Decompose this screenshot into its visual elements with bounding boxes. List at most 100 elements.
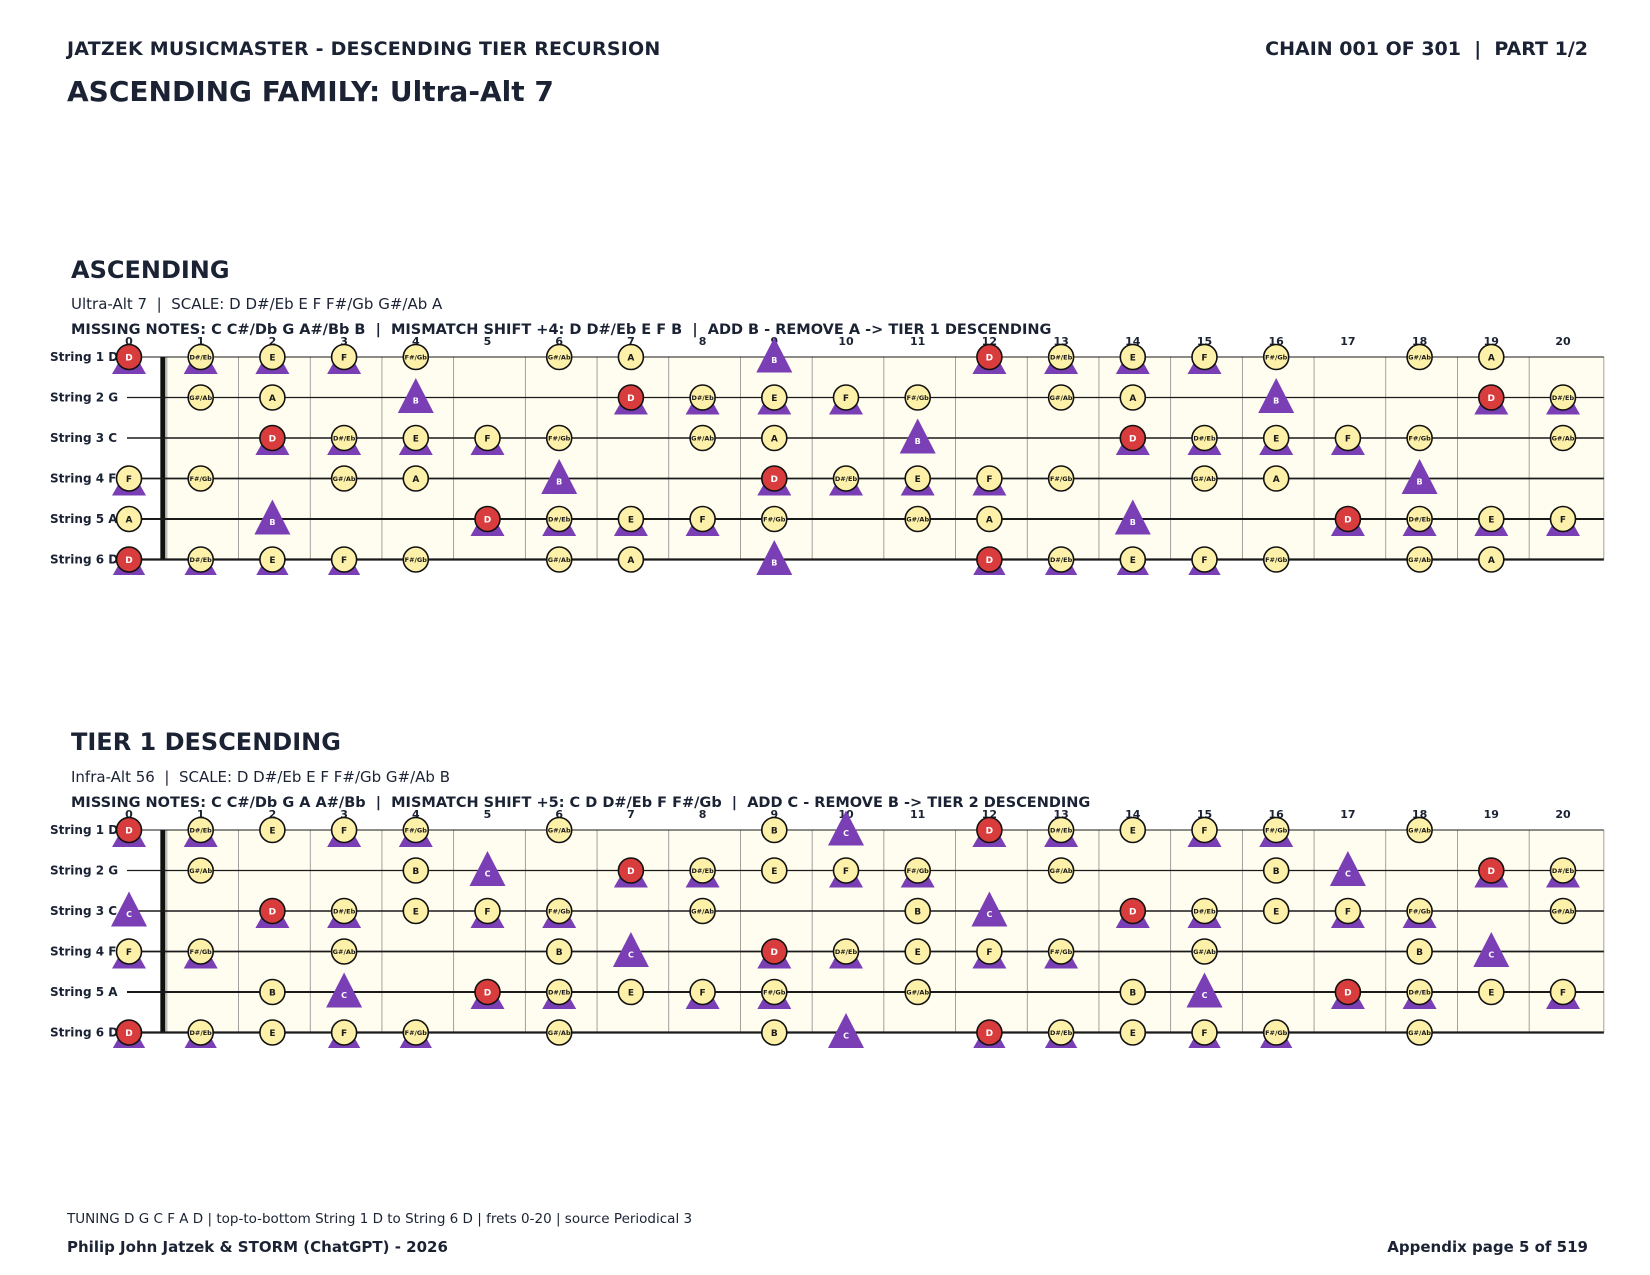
note-marker xyxy=(760,384,788,411)
root-note-marker xyxy=(1119,424,1147,452)
note-label: F xyxy=(1345,435,1351,445)
note-label: F xyxy=(126,948,132,958)
note-marker xyxy=(1191,897,1218,925)
note-marker xyxy=(474,424,501,452)
note-label: G#/Ab xyxy=(691,435,714,443)
note-label: F xyxy=(341,827,347,837)
root-note-marker xyxy=(976,546,1003,573)
note-label: D xyxy=(269,435,276,445)
note-marker xyxy=(115,505,143,533)
note-label: B xyxy=(771,827,778,837)
note-label: D xyxy=(1344,989,1351,999)
note-label: E xyxy=(771,867,777,877)
note-marker xyxy=(187,465,214,492)
fret-number: 6 xyxy=(555,808,563,821)
note-label: F xyxy=(484,435,490,445)
note-label: F xyxy=(126,475,132,485)
fret-number: 4 xyxy=(412,335,420,348)
note-label: E xyxy=(269,1029,275,1039)
section-scale: Infra-Alt 56 | SCALE: D D#/Eb E F F#/Gb … xyxy=(71,768,451,786)
note-label: F#/Gb xyxy=(405,827,428,835)
note-label: D xyxy=(986,1029,993,1039)
string-label: String 3 C xyxy=(50,431,117,445)
note-marker xyxy=(1406,505,1433,533)
fret-number: 5 xyxy=(484,808,492,821)
note-label: G#/Ab xyxy=(548,827,571,835)
note-label: G#/Ab xyxy=(1193,475,1216,483)
note-label: F xyxy=(986,475,992,485)
root-note-marker xyxy=(115,343,143,371)
note-label: E xyxy=(1488,516,1494,526)
section-scale: Ultra-Alt 7 | SCALE: D D#/Eb E F F#/Gb G… xyxy=(71,295,443,313)
root-note-marker xyxy=(760,465,788,492)
note-label: B xyxy=(1416,948,1423,958)
note-label: E xyxy=(269,556,275,566)
string-label: String 4 F xyxy=(50,472,116,486)
note-label: F#/Gb xyxy=(763,989,786,997)
note-marker xyxy=(1047,816,1075,844)
note-label: D#/Eb xyxy=(1408,516,1431,524)
note-label: G#/Ab xyxy=(1050,394,1073,402)
note-marker xyxy=(1047,857,1075,884)
note-label: D#/Eb xyxy=(1552,867,1575,875)
note-label: G#/Ab xyxy=(1050,867,1073,875)
note-marker xyxy=(259,546,286,573)
mismatch-triangle xyxy=(469,851,506,886)
note-label: D#/Eb xyxy=(1050,354,1073,362)
note-marker xyxy=(545,424,573,452)
mismatch-triangle xyxy=(828,810,864,846)
mismatch-triangle xyxy=(756,337,793,373)
note-marker xyxy=(187,343,214,371)
note-label: F xyxy=(341,556,347,566)
note-marker xyxy=(1047,343,1075,371)
note-marker xyxy=(1262,816,1290,844)
mismatch-triangle xyxy=(397,378,434,413)
note-label: F#/Gb xyxy=(190,948,213,956)
note-label: D xyxy=(986,354,993,364)
fret-number: 7 xyxy=(627,808,635,821)
root-note-marker xyxy=(1334,505,1362,533)
note-label: F#/Gb xyxy=(405,354,428,362)
note-label: F xyxy=(1201,1029,1207,1039)
note-label: D xyxy=(484,516,491,526)
note-marker xyxy=(689,857,716,884)
note-label: F xyxy=(1560,989,1566,999)
note-marker xyxy=(1406,816,1433,844)
note-marker xyxy=(832,465,860,492)
note-label: E xyxy=(915,475,921,485)
note-marker xyxy=(1549,384,1577,411)
note-label: F xyxy=(700,516,706,526)
note-label: E xyxy=(1130,354,1136,364)
note-marker xyxy=(1334,897,1362,925)
note-marker xyxy=(1262,897,1290,925)
note-label: D#/Eb xyxy=(190,354,213,362)
fret-number: 1 xyxy=(197,335,205,348)
string-label: String 6 D xyxy=(50,553,118,567)
header-title: JATZEK MUSICMASTER - DESCENDING TIER REC… xyxy=(67,38,661,60)
note-label: E xyxy=(1488,989,1494,999)
note-marker xyxy=(689,505,716,533)
note-label: G#/Ab xyxy=(548,354,571,362)
page-number: Appendix page 5 of 519 xyxy=(1387,1238,1588,1256)
note-label: D#/Eb xyxy=(1193,435,1216,443)
note-label: G#/Ab xyxy=(906,989,929,997)
note-label: B xyxy=(771,1029,778,1039)
note-label: G#/Ab xyxy=(548,1029,571,1037)
note-marker xyxy=(1406,343,1433,371)
root-note-marker xyxy=(976,816,1003,844)
note-label: A xyxy=(986,516,993,526)
note-label: D#/Eb xyxy=(691,867,714,875)
note-label: B xyxy=(1129,989,1136,999)
note-label: B xyxy=(269,518,275,527)
string-label: String 4 F xyxy=(50,945,116,959)
note-label: D#/Eb xyxy=(333,435,356,443)
note-marker xyxy=(187,1019,214,1046)
note-label: F#/Gb xyxy=(1050,475,1073,483)
note-marker xyxy=(1191,465,1218,492)
note-marker xyxy=(187,816,214,844)
note-marker xyxy=(832,384,860,411)
note-label: D#/Eb xyxy=(190,827,213,835)
fret-number: 9 xyxy=(770,808,778,821)
note-label: F#/Gb xyxy=(1265,827,1288,835)
mismatch-triangle xyxy=(541,459,578,494)
